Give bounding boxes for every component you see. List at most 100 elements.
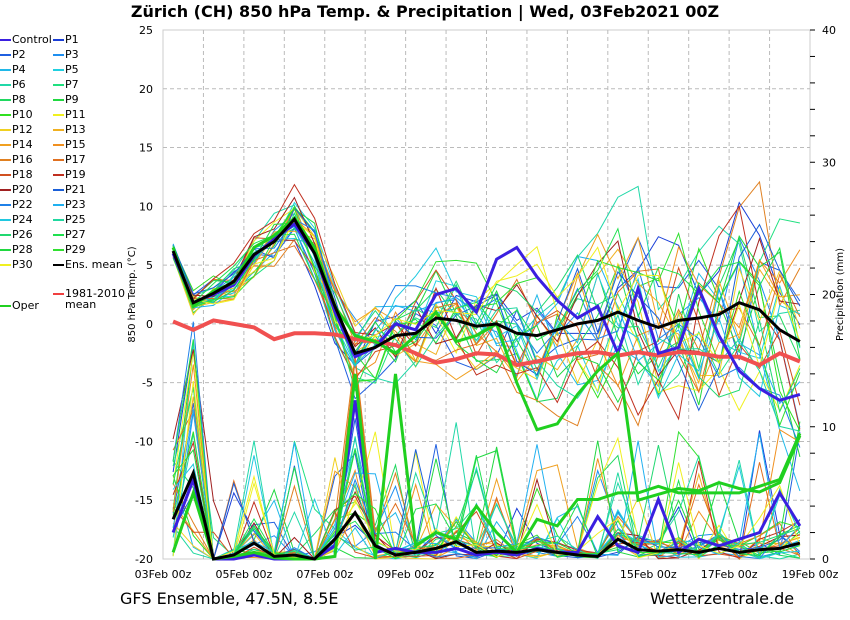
member-precip-line	[172, 422, 801, 560]
x-tick-label: 19Feb 00z	[782, 568, 839, 581]
x-tick-label: 09Feb 00z	[377, 568, 434, 581]
legend-swatch	[53, 84, 64, 86]
legend-label: P25	[65, 213, 86, 226]
legend-item: P13	[53, 123, 86, 137]
legend-label: P11	[65, 108, 86, 121]
legend-item: P28	[0, 243, 33, 257]
legend-label: P21	[65, 183, 86, 196]
legend-label: Oper	[12, 299, 39, 312]
source-label: Wetterzentrale.de	[650, 589, 795, 608]
legend-label: P8	[12, 93, 26, 106]
y-tick-label: -5	[142, 377, 153, 390]
y-axis-label: 850 hPa Temp. (°C)	[127, 246, 138, 342]
y-tick-label: -15	[135, 494, 153, 507]
legend-swatch	[0, 129, 11, 131]
oper-precip-line	[171, 373, 802, 561]
legend-swatch	[0, 234, 11, 236]
legend-label: P5	[65, 63, 79, 76]
legend-swatch	[53, 174, 64, 176]
y-tick-label: 25	[139, 24, 153, 37]
member-temp-line	[172, 206, 801, 412]
legend-item: P17	[53, 153, 86, 167]
x-tick-label: 13Feb 00z	[539, 568, 596, 581]
legend-swatch	[53, 264, 64, 266]
member-precip-line	[172, 381, 801, 560]
legend-label: P22	[12, 198, 33, 211]
legend-swatch	[0, 144, 11, 146]
legend-label: P27	[65, 228, 86, 241]
legend-label: P3	[65, 48, 79, 61]
member-precip-line	[172, 339, 801, 561]
legend-label: P13	[65, 123, 86, 136]
legend-item: P6	[0, 78, 26, 92]
legend-item: P18	[0, 168, 33, 182]
y2-tick-label: 40	[822, 24, 836, 37]
x-tick-label: 05Feb 00z	[216, 568, 273, 581]
legend-swatch	[0, 189, 11, 191]
legend-item: P7	[53, 78, 79, 92]
oper-temp-line	[171, 215, 802, 503]
legend-item: P11	[53, 108, 86, 122]
legend-item: P1	[53, 33, 79, 47]
y2-tick-label: 10	[822, 421, 836, 434]
legend-label: P15	[65, 138, 86, 151]
legend-label: P9	[65, 93, 79, 106]
legend-swatch	[53, 189, 64, 191]
climatology-temp-line	[172, 318, 801, 368]
legend-label: P17	[65, 153, 86, 166]
legend-item: P8	[0, 93, 26, 107]
legend-swatch	[0, 84, 11, 86]
legend-item: Ens. mean	[53, 258, 123, 272]
legend-label: Control	[12, 33, 52, 46]
y2-axis-label: Precipitation (mm)	[835, 248, 846, 341]
legend-swatch	[53, 234, 64, 236]
legend-swatch	[0, 39, 11, 41]
legend-swatch	[53, 293, 64, 295]
x-tick-label: 03Feb 00z	[135, 568, 192, 581]
member-temp-line	[172, 219, 801, 369]
legend-label: P18	[12, 168, 33, 181]
member-temp-line	[172, 226, 801, 492]
member-temp-line	[172, 222, 801, 404]
legend-item: P27	[53, 228, 86, 242]
legend-item: P3	[53, 48, 79, 62]
legend-label: P12	[12, 123, 33, 136]
legend-label: P19	[65, 168, 86, 181]
legend-item: P23	[53, 198, 86, 212]
legend-item: Control	[0, 33, 52, 47]
x-axis-label: Date (UTC)	[459, 585, 514, 596]
member-temp-line	[172, 183, 801, 430]
legend-swatch	[53, 144, 64, 146]
legend-item: P4	[0, 63, 26, 77]
legend-label: 1981-2010 mean	[65, 287, 125, 311]
y-tick-label: -20	[135, 553, 153, 566]
legend-swatch	[53, 219, 64, 221]
legend-item: P15	[53, 138, 86, 152]
legend-label: P29	[65, 243, 86, 256]
legend-swatch	[0, 69, 11, 71]
legend-item: P30	[0, 258, 33, 272]
legend-swatch	[53, 54, 64, 56]
legend-item: P21	[53, 183, 86, 197]
legend-swatch	[0, 219, 11, 221]
legend-label: P23	[65, 198, 86, 211]
legend-item: P16	[0, 153, 33, 167]
legend-swatch	[0, 305, 11, 307]
legend-swatch	[53, 69, 64, 71]
main-series	[171, 215, 802, 561]
legend-label: P16	[12, 153, 33, 166]
legend-swatch	[0, 159, 11, 161]
legend-label: P26	[12, 228, 33, 241]
legend-swatch	[0, 114, 11, 116]
y-tick-label: 5	[146, 259, 153, 272]
y2-tick-label: 0	[822, 553, 829, 566]
legend-label: P30	[12, 258, 33, 271]
legend-item: 1981-2010 mean	[53, 287, 125, 310]
legend-label: P7	[65, 78, 79, 91]
legend-item: P26	[0, 228, 33, 242]
legend-swatch	[53, 39, 64, 41]
legend-swatch	[0, 54, 11, 56]
chart-title: Zürich (CH) 850 hPa Temp. & Precipitatio…	[130, 2, 720, 21]
legend-swatch	[53, 204, 64, 206]
